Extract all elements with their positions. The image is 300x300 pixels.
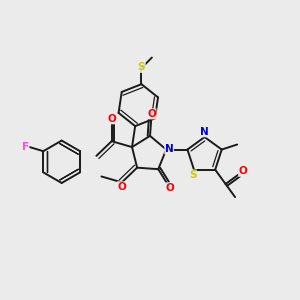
Text: N: N: [165, 144, 174, 154]
Text: O: O: [166, 183, 174, 193]
Text: S: S: [138, 62, 145, 72]
Text: O: O: [118, 182, 126, 192]
Text: O: O: [147, 109, 156, 119]
Text: S: S: [189, 170, 196, 180]
Text: N: N: [200, 127, 209, 137]
Text: O: O: [107, 114, 116, 124]
Text: O: O: [238, 167, 247, 176]
Text: F: F: [22, 142, 29, 152]
